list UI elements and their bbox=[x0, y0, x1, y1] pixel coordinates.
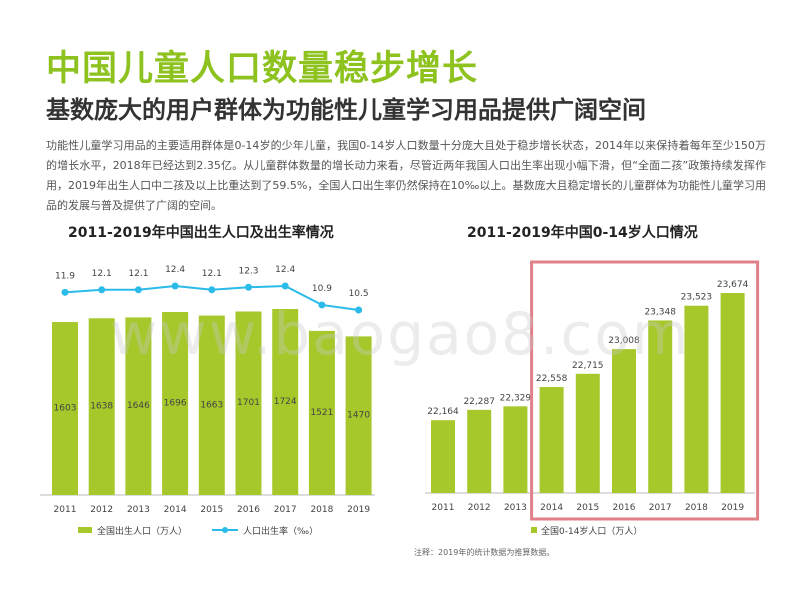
chart2-x-tick-label: 2017 bbox=[649, 503, 672, 513]
chart1-rate-label: 12.3 bbox=[238, 266, 258, 276]
chart2-bar bbox=[575, 373, 600, 493]
chart1-title: 2011-2019年中国出生人口及出生率情况 bbox=[68, 225, 334, 241]
chart2-bar-label: 22,715 bbox=[572, 361, 604, 371]
chart2-legend-label: 全国0-14岁人口（万人） bbox=[541, 525, 642, 537]
chart2-x-tick-label: 2018 bbox=[685, 503, 708, 513]
description-paragraph: 功能性儿童学习用品的主要适用群体是0-14岁的少年儿童，我国0-14岁人口数量十… bbox=[46, 139, 766, 212]
chart1-bar bbox=[345, 336, 372, 495]
chart1-legend-line-label: 人口出生率（‰） bbox=[243, 525, 318, 537]
chart1-bar-label: 1638 bbox=[90, 402, 113, 412]
chart2-x-tick-label: 2019 bbox=[721, 503, 744, 513]
chart2-x-tick-label: 2011 bbox=[432, 503, 455, 513]
chart2-bar bbox=[720, 293, 745, 493]
chart1-rate-label: 11.9 bbox=[55, 271, 75, 281]
chart1-bar-label: 1701 bbox=[237, 398, 260, 408]
chart1-x-tick-label: 2018 bbox=[310, 505, 333, 515]
chart1-bar-label: 1521 bbox=[310, 408, 333, 418]
chart1-rate-point bbox=[281, 282, 289, 290]
chart1-rate-point bbox=[245, 283, 252, 291]
chart1-x-tick-label: 2016 bbox=[237, 505, 260, 515]
chart2-bar-label: 22,164 bbox=[427, 407, 459, 417]
chart1-legend-bar-label: 全国出生人口（万人） bbox=[97, 525, 187, 537]
chart2-x-tick-label: 2012 bbox=[468, 503, 491, 513]
chart1-rate-label: 12.1 bbox=[202, 269, 222, 279]
chart2-x-tick-label: 2015 bbox=[576, 503, 599, 513]
chart2-title: 2011-2019年中国0-14岁人口情况 bbox=[467, 225, 698, 241]
chart2-bar bbox=[684, 305, 709, 493]
chart1-bar-label: 1724 bbox=[274, 397, 297, 407]
chart1-x-tick-label: 2013 bbox=[127, 505, 150, 515]
chart1-legend-line-marker bbox=[222, 527, 228, 533]
chart2-x-tick-label: 2014 bbox=[540, 503, 563, 513]
page-title: 中国儿童人口数量稳步增长 bbox=[46, 49, 479, 89]
chart1-x-tick-label: 2012 bbox=[90, 505, 113, 515]
chart1-rate-point bbox=[355, 306, 363, 314]
chart1-rate-point bbox=[134, 286, 142, 294]
chart2-bar-label: 22,287 bbox=[463, 397, 495, 407]
chart2-bar-label: 23,008 bbox=[608, 336, 640, 346]
watermark: www.baogao8.com bbox=[110, 300, 691, 368]
chart1-rate-label: 12.1 bbox=[92, 269, 112, 279]
chart2-bar bbox=[539, 387, 564, 493]
chart1-x-tick-label: 2014 bbox=[164, 505, 187, 515]
chart1-bar-label: 1696 bbox=[164, 399, 187, 409]
page-subtitle: 基数庞大的用户群体为功能性儿童学习用品提供广阔空间 bbox=[46, 96, 646, 124]
chart1-bar bbox=[198, 315, 225, 495]
chart1-legend-bar-swatch bbox=[78, 527, 92, 533]
chart2-bar-label: 23,674 bbox=[717, 280, 749, 290]
chart2-x-tick-label: 2013 bbox=[504, 503, 527, 513]
chart2-legend-swatch bbox=[531, 527, 537, 533]
chart1-x-tick-label: 2015 bbox=[200, 505, 223, 515]
chart1-rate-point bbox=[61, 288, 69, 296]
chart2-bar-label: 23,523 bbox=[681, 293, 713, 303]
chart1-rate-label: 10.5 bbox=[349, 289, 369, 299]
chart1-x-tick-label: 2011 bbox=[54, 505, 77, 515]
chart1-bar-label: 1470 bbox=[347, 411, 370, 421]
chart1-rate-point bbox=[318, 301, 326, 309]
chart2-bar-label: 23,348 bbox=[644, 307, 676, 317]
chart2-x-tick-label: 2016 bbox=[613, 503, 636, 513]
chart1-rate-label: 12.1 bbox=[128, 269, 148, 279]
chart1-rate-point bbox=[171, 282, 179, 290]
chart1-rate-point bbox=[208, 286, 216, 294]
chart1-bar-label: 1663 bbox=[200, 400, 223, 410]
chart2-bar-label: 22,329 bbox=[500, 393, 532, 403]
chart2-highlight-box bbox=[530, 260, 760, 521]
chart1-bar bbox=[272, 309, 299, 495]
chart1-bar-label: 1603 bbox=[54, 404, 77, 414]
chart1-rate-label: 10.9 bbox=[312, 284, 332, 294]
chart1-bar bbox=[125, 317, 152, 495]
chart1-bar bbox=[308, 330, 335, 495]
chart2-bar bbox=[503, 406, 528, 493]
footnote: 注释：2019年的统计数据为推算数据。 bbox=[414, 548, 555, 557]
chart1-rate-label: 12.4 bbox=[165, 265, 185, 275]
chart1-rate-point bbox=[98, 286, 106, 294]
chart1-bar bbox=[162, 312, 189, 495]
chart2-bar bbox=[612, 349, 636, 493]
chart2-bar bbox=[431, 420, 455, 493]
chart2-bar bbox=[648, 320, 673, 493]
chart1-x-tick-label: 2017 bbox=[274, 505, 297, 515]
chart1-bar bbox=[52, 322, 78, 495]
chart1-bar bbox=[235, 311, 262, 495]
chart1-rate-label: 12.4 bbox=[275, 265, 295, 275]
chart1-x-tick-label: 2019 bbox=[347, 505, 370, 515]
chart2-bar-label: 22,558 bbox=[536, 374, 568, 384]
chart1-bar bbox=[88, 318, 115, 495]
chart2-bar bbox=[467, 409, 492, 493]
chart1-bar-label: 1646 bbox=[127, 401, 150, 411]
